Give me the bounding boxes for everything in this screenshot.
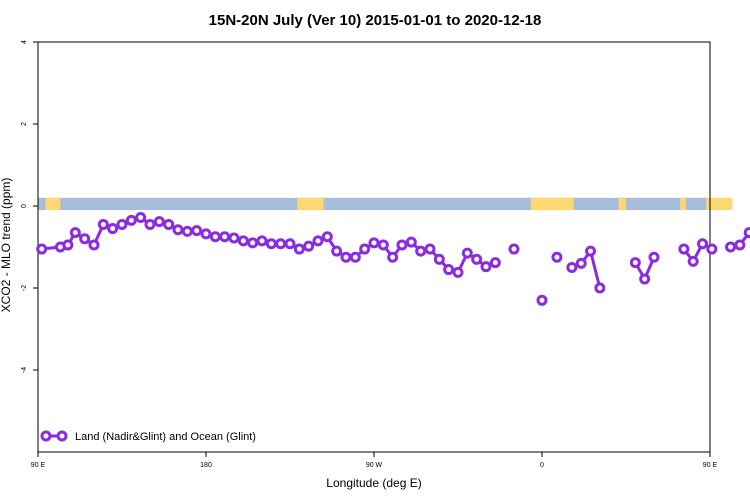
series-layer	[36, 211, 750, 306]
data-point	[209, 231, 221, 243]
data-point	[480, 261, 492, 273]
data-point	[566, 262, 578, 273]
data-point	[116, 218, 128, 230]
data-point	[725, 241, 737, 253]
y-axis-label: XCO2 - MLO trend (ppm)	[0, 178, 13, 313]
legend-label: Land (Nadir&Glint) and Ocean (Glint)	[75, 431, 256, 443]
data-point	[228, 232, 240, 244]
data-point	[256, 235, 268, 247]
data-point	[387, 251, 399, 263]
data-point	[551, 251, 563, 263]
data-point	[452, 266, 464, 278]
x-tick-label: 90 E	[31, 462, 46, 469]
y-axis: 4 2 0 -2 -4	[21, 40, 38, 373]
data-point	[107, 223, 119, 235]
data-point	[639, 273, 651, 285]
data-point	[293, 243, 305, 255]
data-point	[687, 255, 699, 267]
land-band	[618, 197, 626, 211]
y-tick-label: 2	[21, 122, 28, 126]
data-point	[135, 211, 147, 223]
data-point	[678, 243, 690, 255]
data-point	[340, 251, 352, 263]
data-point	[396, 239, 408, 251]
data-point	[79, 233, 91, 245]
data-point	[97, 218, 109, 230]
x-tick-label: 90 E	[703, 462, 718, 469]
data-point	[275, 238, 287, 250]
x-tick-label: 90 W	[366, 462, 383, 469]
legend: Land (Nadir&Glint) and Ocean (Glint)	[40, 430, 256, 443]
land-band	[680, 197, 686, 211]
data-point	[219, 231, 231, 243]
x-tick-label: 180	[200, 462, 212, 469]
data-point	[62, 239, 74, 251]
data-point	[461, 247, 473, 259]
data-point	[284, 238, 296, 250]
x-axis-label: Longitude (deg E)	[326, 476, 421, 490]
data-point	[312, 235, 324, 247]
data-point	[368, 237, 380, 249]
ocean-band	[38, 197, 710, 211]
data-point	[508, 243, 520, 255]
data-point	[237, 235, 249, 247]
data-point	[36, 243, 48, 255]
chart-title: 15N-20N July (Ver 10) 2015-01-01 to 2020…	[209, 12, 542, 29]
y-tick-label: 4	[21, 40, 28, 44]
data-point	[181, 225, 193, 237]
data-point	[629, 257, 641, 269]
data-point	[331, 245, 343, 257]
y-tick-label: -4	[21, 367, 28, 373]
land-band	[297, 197, 324, 211]
data-point	[734, 239, 746, 251]
data-point	[163, 218, 175, 230]
data-point	[433, 253, 445, 265]
land-band	[530, 197, 574, 211]
data-point	[303, 240, 315, 252]
data-point	[585, 245, 597, 257]
data-point	[405, 236, 417, 248]
land-band	[706, 197, 733, 211]
data-point	[153, 216, 165, 228]
data-point	[69, 227, 81, 239]
data-point	[172, 224, 184, 236]
data-point	[200, 228, 212, 240]
data-point	[415, 245, 427, 257]
data-point	[648, 251, 660, 263]
data-point	[443, 264, 455, 276]
data-point	[424, 243, 436, 255]
y-tick-label: 0	[21, 204, 28, 208]
land-band	[45, 197, 61, 211]
data-point	[321, 231, 333, 243]
y-tick-label: -2	[21, 285, 28, 291]
data-point	[536, 294, 548, 306]
data-point	[706, 243, 718, 255]
data-point	[125, 214, 137, 226]
x-tick-label: 0	[540, 462, 544, 469]
data-point	[489, 257, 501, 269]
data-point	[471, 253, 483, 265]
data-point	[265, 238, 277, 250]
legend-marker-left	[40, 430, 52, 442]
data-point	[594, 282, 606, 294]
legend-marker-right	[56, 430, 68, 442]
land-ocean-strip	[38, 197, 733, 211]
data-point	[349, 251, 361, 263]
data-point	[359, 243, 371, 255]
data-point	[191, 225, 203, 237]
data-point	[247, 237, 259, 249]
data-point	[144, 218, 156, 230]
data-point	[697, 238, 709, 250]
data-point	[743, 227, 750, 239]
data-point	[88, 239, 100, 251]
data-point	[575, 257, 587, 269]
data-point	[377, 239, 389, 251]
x-axis: 90 E 180 90 W 0 90 E	[31, 452, 718, 469]
